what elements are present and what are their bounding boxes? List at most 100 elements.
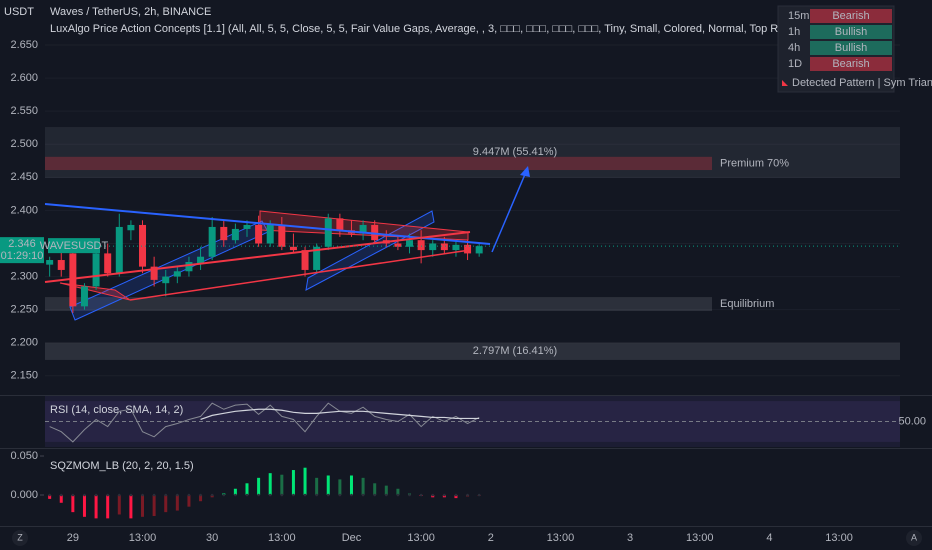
squeeze-dot — [176, 493, 179, 497]
candle-body — [92, 253, 100, 287]
candle-body — [104, 253, 112, 274]
zone-label: 9.447M (55.41%) — [473, 146, 557, 158]
zone — [45, 297, 712, 311]
nav-label[interactable]: A — [911, 532, 917, 542]
trendline — [44, 203, 491, 245]
symbol-tag — [48, 238, 100, 254]
momentum-bar — [245, 483, 249, 495]
candle-body — [289, 246, 297, 251]
bias-label: Bullish — [835, 26, 867, 38]
price-tag — [0, 237, 44, 264]
channel — [305, 210, 435, 291]
squeeze-dot — [141, 493, 144, 497]
x-tick-label: 13:00 — [129, 532, 157, 544]
momentum-bar — [199, 494, 203, 502]
candle-body — [394, 243, 402, 247]
squeeze-dot — [152, 493, 156, 497]
pattern-icon — [782, 80, 788, 86]
momentum-bar — [117, 494, 121, 515]
squeeze-dot — [408, 493, 411, 497]
y-tick-label: 2.300 — [10, 270, 38, 282]
x-tick-label: 30 — [206, 532, 218, 544]
tf-label: 4h — [788, 42, 800, 54]
bias-label: Bullish — [835, 42, 867, 54]
trendline — [44, 231, 471, 283]
candle-body — [127, 224, 135, 231]
grid — [40, 44, 900, 496]
candle-body — [57, 260, 65, 270]
squeeze-dot — [373, 493, 376, 497]
nav-button[interactable] — [906, 530, 922, 546]
squeeze-dot — [210, 493, 214, 497]
candle-body — [464, 244, 472, 254]
arrow-head — [520, 166, 530, 177]
tf-cell — [781, 41, 809, 55]
nav-button[interactable] — [12, 530, 28, 546]
candle-body — [150, 266, 158, 280]
momentum-bar — [338, 479, 342, 495]
momentum-bar — [257, 477, 261, 495]
momentum-bar — [106, 494, 110, 519]
momentum-bar — [71, 494, 75, 513]
indicators — [45, 401, 900, 519]
candle-body — [197, 256, 205, 264]
y-tick-label: 2.550 — [10, 105, 38, 117]
zone-label: Equilibrium — [720, 298, 774, 310]
candle-body — [46, 260, 54, 265]
momentum-bar — [315, 477, 319, 495]
squeeze-dot — [385, 493, 388, 497]
squeeze-dot — [361, 493, 365, 497]
chart-title: Waves / TetherUS, 2h, BINANCE — [50, 6, 211, 18]
bias-label: Bearish — [832, 10, 869, 22]
momentum-bar — [291, 470, 295, 495]
squeeze-dot — [454, 493, 458, 497]
momentum-bar — [82, 494, 86, 517]
candle-body — [69, 253, 77, 307]
x-tick-label: 13:00 — [407, 532, 435, 544]
momentum-bar — [94, 494, 98, 519]
squeeze-dot — [419, 493, 423, 497]
momentum-bar — [175, 494, 179, 511]
zones — [45, 127, 900, 360]
squeeze-dot — [164, 493, 168, 497]
momentum-bar — [326, 475, 330, 495]
candle-body — [336, 218, 344, 231]
momentum-bar — [280, 474, 284, 495]
bias-cell — [810, 57, 892, 71]
momentum-bar — [396, 488, 400, 495]
y-tick-label: 2.500 — [10, 138, 38, 150]
squeeze-dot — [303, 493, 307, 497]
candle-body — [429, 243, 437, 251]
momentum-bar — [373, 483, 377, 495]
candle-body — [417, 240, 425, 251]
tf-cell — [781, 9, 809, 23]
candle-body — [452, 244, 460, 251]
squeeze-dot — [94, 493, 98, 497]
candle-body — [80, 286, 88, 307]
candle-body — [359, 224, 367, 234]
candles — [46, 213, 483, 313]
y-tick-label: 2.400 — [10, 204, 38, 216]
trendline — [129, 249, 471, 301]
nav-label[interactable]: Z — [17, 532, 23, 542]
pattern-label: Detected Pattern | Sym Triangle — [792, 77, 932, 89]
candle-body — [440, 243, 448, 251]
momentum-bar — [303, 467, 307, 495]
squeeze-dot — [350, 493, 353, 497]
momentum-bar — [164, 494, 168, 513]
candle-body — [406, 240, 414, 247]
zone — [45, 342, 900, 360]
x-tick-label: 2 — [488, 532, 494, 544]
squeeze-dot — [326, 493, 330, 497]
momentum-bar — [48, 494, 52, 499]
candle-body — [313, 246, 321, 270]
squeeze-dot — [199, 493, 202, 497]
timeframe-table: 15m Bearish 1h Bullish 4h Bullish 1D Bearish Det… — [777, 5, 932, 93]
squeeze-dot — [338, 493, 342, 497]
y-tick-label: 2.600 — [10, 72, 38, 84]
y-tick-label: 2.150 — [10, 370, 38, 382]
rsi-line — [200, 408, 480, 421]
candle-body — [371, 224, 379, 241]
squeeze-dot — [106, 493, 109, 497]
